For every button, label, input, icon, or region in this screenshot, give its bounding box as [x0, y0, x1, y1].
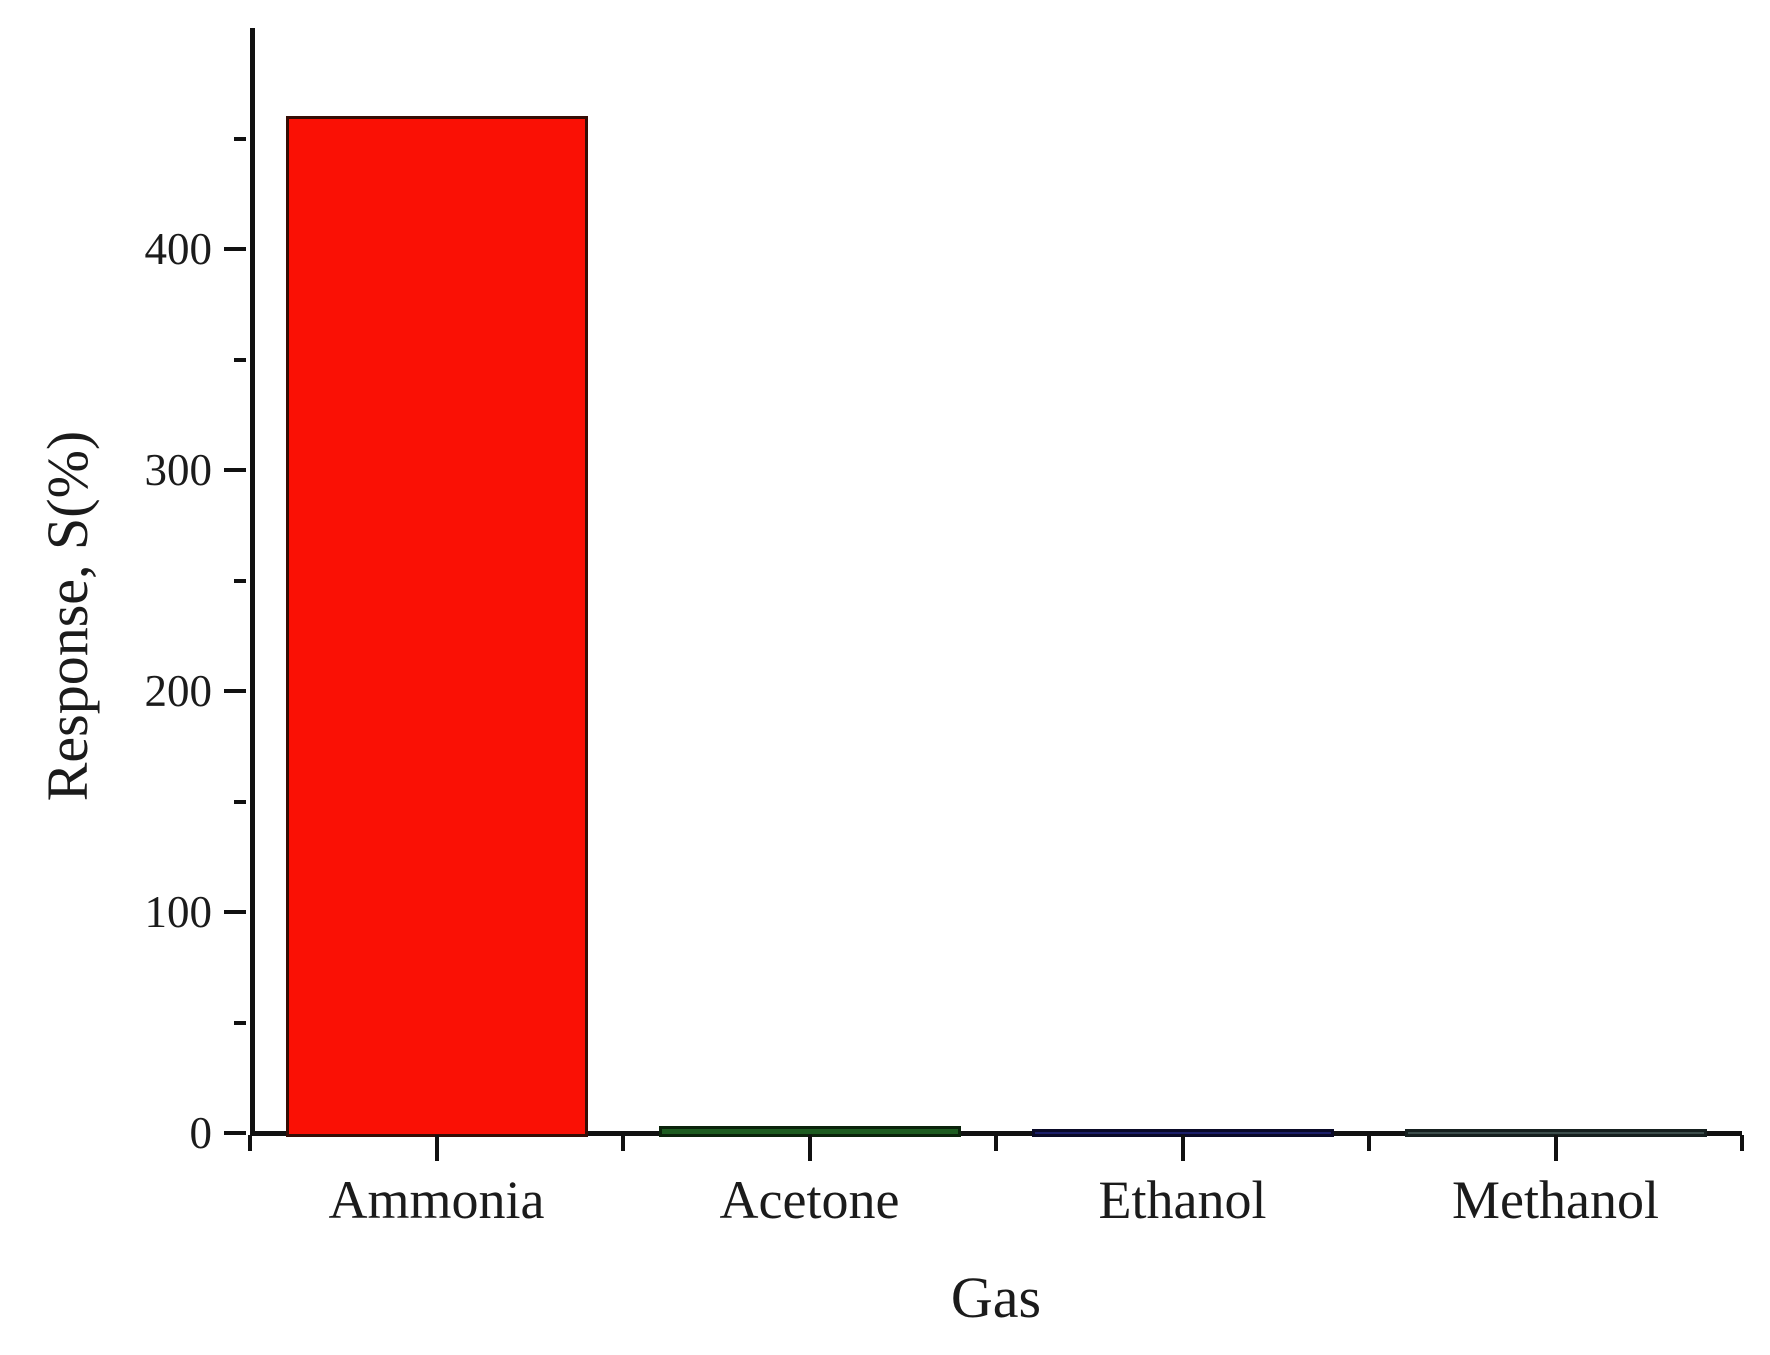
- x-axis-minor-tick: [1367, 1135, 1371, 1151]
- y-axis-minor-tick: [234, 578, 246, 583]
- y-tick-label: 200: [144, 666, 213, 716]
- plot-area: [250, 28, 1742, 1136]
- x-axis-title: Gas: [950, 1265, 1042, 1330]
- category-label-ethanol: Ethanol: [1098, 1170, 1267, 1230]
- bar-ammonia: [285, 116, 588, 1137]
- y-tick-label: 400: [144, 224, 213, 274]
- y-axis-major-tick: [224, 247, 246, 251]
- y-axis-major-tick: [224, 1131, 246, 1135]
- x-axis-major-tick: [434, 1135, 439, 1161]
- y-tick-label: 0: [189, 1108, 213, 1158]
- x-axis-major-tick: [807, 1135, 812, 1161]
- y-axis-minor-tick: [234, 1020, 246, 1025]
- x-axis-minor-tick: [621, 1135, 625, 1151]
- y-axis-major-tick: [224, 910, 246, 914]
- x-axis-minor-tick: [248, 1135, 252, 1151]
- x-axis-major-tick: [1180, 1135, 1185, 1161]
- y-axis-minor-tick: [234, 136, 246, 141]
- y-axis-minor-tick: [234, 357, 246, 362]
- y-axis-major-tick: [224, 468, 246, 472]
- category-label-acetone: Acetone: [719, 1170, 900, 1230]
- category-label-methanol: Methanol: [1452, 1170, 1659, 1230]
- category-label-ammonia: Ammonia: [328, 1170, 545, 1230]
- y-axis-minor-tick: [234, 799, 246, 804]
- x-axis-major-tick: [1553, 1135, 1558, 1161]
- y-tick-label: 300: [144, 445, 213, 495]
- y-axis-major-tick: [224, 689, 246, 693]
- x-axis-minor-tick: [1740, 1135, 1744, 1151]
- y-tick-label: 100: [144, 887, 213, 937]
- x-axis-minor-tick: [994, 1135, 998, 1151]
